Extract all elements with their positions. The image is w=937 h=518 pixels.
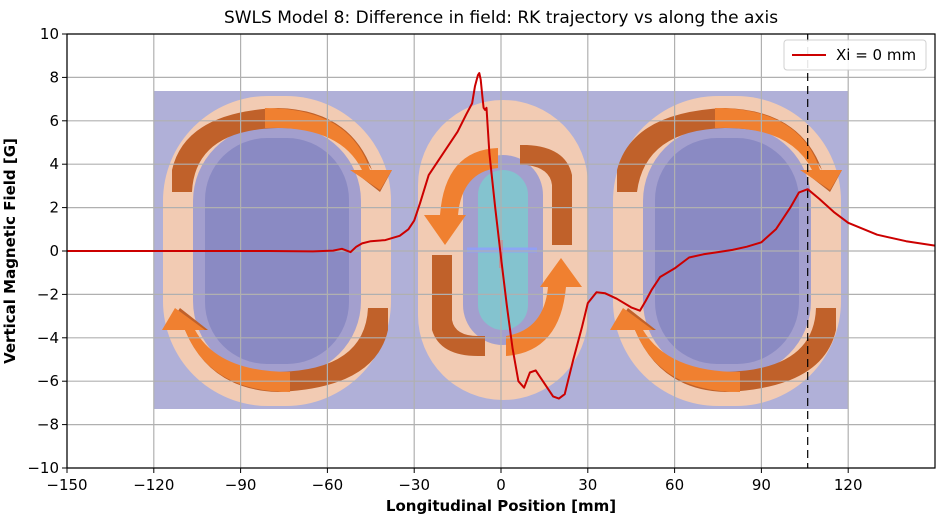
left-coil-arrow-top (265, 108, 392, 190)
chart-title: SWLS Model 8: Difference in field: RK tr… (224, 8, 778, 28)
x-tick-label: −60 (312, 476, 344, 494)
y-tick-label: 6 (49, 112, 59, 130)
legend-label: Xi = 0 mm (836, 46, 916, 64)
middle-coil-arrow-left (424, 148, 498, 245)
series-layer (67, 72, 935, 400)
x-tick-label: −150 (46, 476, 87, 494)
series-line (67, 72, 935, 400)
x-axis-title: Longitudinal Position [mm] (386, 497, 616, 515)
x-tick-label: 60 (665, 476, 684, 494)
middle-coil-arrow-right-shadow (520, 145, 572, 245)
legend-box (783, 39, 927, 71)
x-tick-label: 0 (496, 476, 506, 494)
x-tick-label: 120 (834, 476, 863, 494)
y-axis: −10 −8 −6 −4 −2 0 2 4 6 8 10 (27, 25, 67, 477)
y-tick-label: −4 (37, 329, 59, 347)
y-axis-title: Vertical Magnetic Field [G] (1, 138, 19, 364)
y-tick-label: −10 (27, 459, 59, 477)
x-tick-label: −90 (225, 476, 257, 494)
y-tick-label: 0 (49, 242, 59, 260)
y-tick-label: −6 (37, 372, 59, 390)
y-tick-label: 10 (40, 25, 59, 43)
y-tick-label: 8 (49, 68, 59, 86)
y-tick-label: 2 (49, 199, 59, 217)
x-tick-label: −30 (398, 476, 430, 494)
y-tick-label: −8 (37, 416, 59, 434)
x-tick-label: 30 (578, 476, 597, 494)
right-coil-arrow-bottom (610, 308, 740, 392)
x-axis: −150 −120 −90 −60 −30 0 30 60 90 120 (46, 468, 863, 494)
middle-coil-arrow-right (506, 258, 582, 356)
legend: Xi = 0 mm (783, 39, 927, 71)
x-tick-label: 90 (752, 476, 771, 494)
y-tick-label: 4 (49, 155, 59, 173)
left-coil-arrow-bottom (162, 308, 290, 392)
x-tick-label: −120 (133, 476, 174, 494)
right-coil-arrow-top (715, 108, 842, 190)
middle-coil-arrow-left-shadow (432, 255, 485, 356)
y-tick-label: −2 (37, 285, 59, 303)
